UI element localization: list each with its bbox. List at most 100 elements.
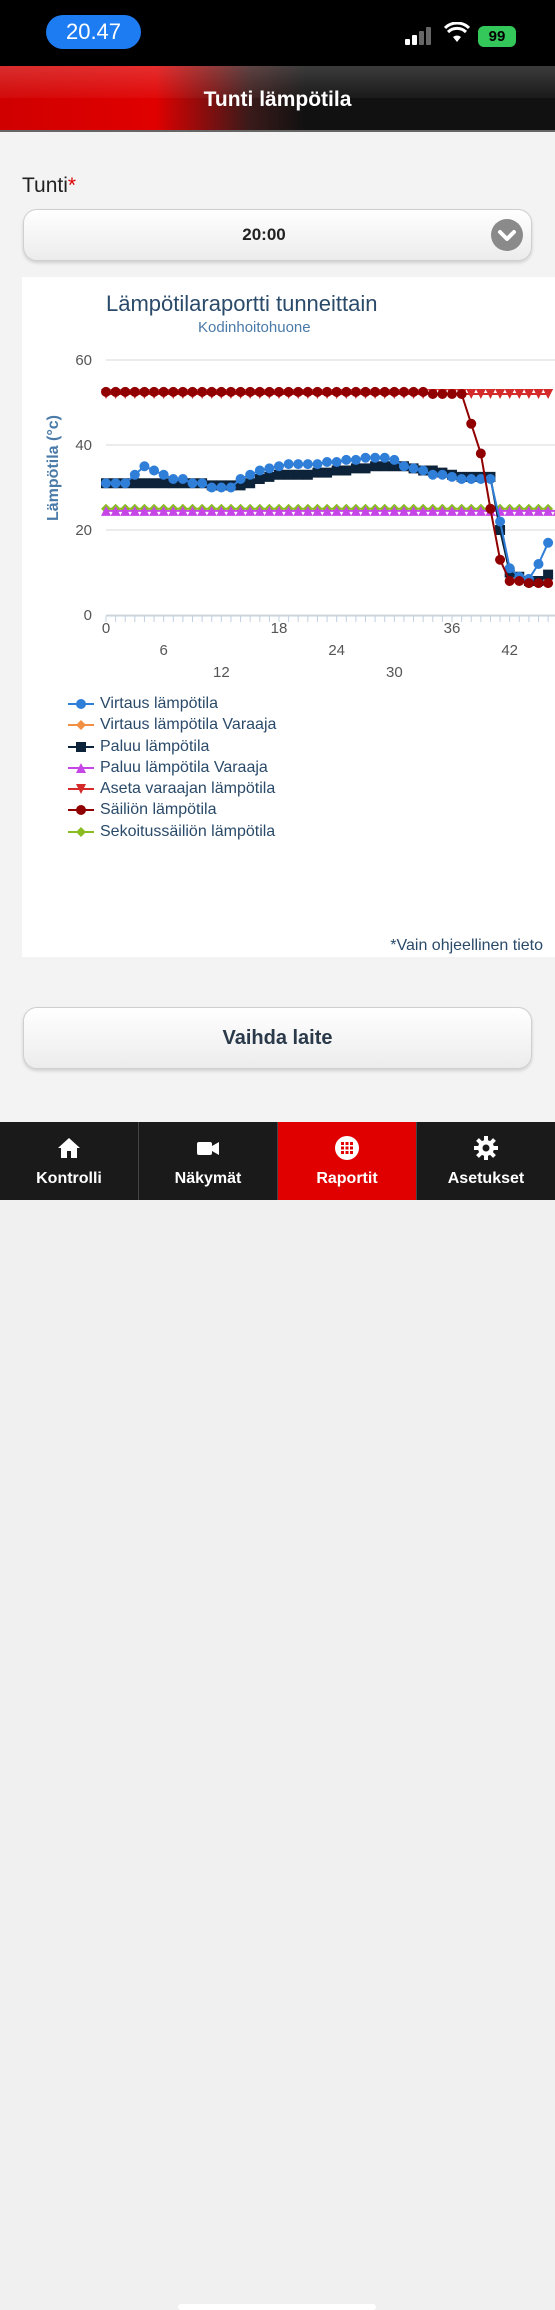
y-tick-label: 60: [75, 352, 92, 369]
legend-label: Virtaus lämpötila Varaaja: [100, 716, 277, 734]
data-point: [312, 386, 323, 397]
legend-label: Paluu lämpötila Varaaja: [100, 758, 268, 776]
data-point: [485, 474, 496, 484]
data-point: [475, 505, 486, 516]
legend-item[interactable]: Aseta varaajan lämpötila: [68, 778, 276, 799]
hour-select-value: 20:00: [242, 225, 286, 244]
data-point: [312, 505, 323, 516]
data-point: [302, 459, 313, 470]
data-point: [245, 478, 256, 489]
data-point: [264, 386, 275, 397]
legend-symbol: [68, 720, 94, 731]
data-point: [283, 505, 294, 516]
data-point: [543, 578, 554, 589]
chart-plot: 0204060061218243036424854: [75, 352, 555, 677]
data-point: [418, 465, 429, 476]
legend-item[interactable]: Sekoitussäiliön lämpötila: [68, 821, 276, 842]
data-point: [293, 505, 304, 516]
data-point: [418, 505, 429, 516]
data-point: [187, 386, 198, 397]
data-point: [101, 386, 111, 397]
disclaimer: *Vain ohjeellinen tieto: [390, 937, 543, 954]
data-point: [389, 461, 400, 472]
data-point: [168, 474, 179, 484]
data-point: [187, 478, 198, 489]
tab-asetukset[interactable]: Asetukset: [417, 1122, 555, 1200]
data-point: [197, 505, 208, 516]
data-point: [235, 480, 246, 491]
data-point: [398, 505, 409, 516]
data-point: [523, 389, 534, 399]
data-point: [197, 478, 208, 489]
status-time: 20.47: [46, 15, 141, 49]
data-point: [543, 537, 554, 548]
legend-symbol: [68, 699, 94, 709]
data-point: [360, 505, 371, 516]
app-header: Tunti lämpötila: [0, 66, 555, 132]
legend-item[interactable]: Virtaus lämpötila: [68, 693, 276, 714]
data-point: [129, 478, 140, 489]
data-point: [312, 459, 323, 470]
change-device-button[interactable]: Vaihda laite: [23, 1007, 532, 1069]
data-point: [302, 469, 313, 480]
data-point: [466, 389, 477, 399]
data-point: [225, 386, 236, 397]
tab-label: Asetukset: [447, 1170, 525, 1187]
data-point: [418, 386, 429, 397]
data-point: [523, 505, 534, 516]
data-point: [101, 505, 111, 516]
data-point: [274, 386, 284, 397]
legend-symbol: [68, 741, 94, 752]
main-content: Tunti* 20:00 Lämpötilaraportti tunneitta…: [0, 132, 555, 1122]
data-point: [283, 386, 294, 397]
legend-item[interactable]: Säiliön lämpötila: [68, 799, 276, 820]
data-point: [254, 465, 265, 476]
data-point: [168, 505, 179, 516]
data-point: [398, 386, 409, 397]
data-point: [283, 469, 294, 480]
legend-symbol: [68, 762, 94, 773]
x-tick-label: 18: [271, 620, 288, 637]
data-point: [331, 386, 342, 397]
data-point: [197, 386, 208, 397]
data-point: [360, 452, 371, 463]
camera-icon: [197, 1142, 219, 1155]
tab-raportit[interactable]: Raportit: [278, 1122, 417, 1200]
home-icon: [58, 1138, 80, 1158]
x-tick-label: 24: [328, 642, 345, 659]
data-point: [331, 457, 342, 467]
y-tick-label: 40: [75, 437, 92, 454]
tab-kontrolli[interactable]: Kontrolli: [0, 1122, 139, 1200]
legend-symbol: [68, 805, 94, 816]
y-tick-label: 0: [84, 607, 92, 624]
data-point: [158, 478, 169, 489]
wifi-icon: [444, 22, 470, 42]
cellular-signal-icon: [405, 27, 435, 45]
data-point: [322, 505, 333, 516]
chevron-down-icon[interactable]: [491, 219, 523, 251]
data-point: [120, 478, 131, 489]
hour-select[interactable]: 20:00: [23, 209, 532, 261]
data-point: [552, 511, 555, 516]
x-tick-label: 42: [501, 642, 518, 659]
data-point: [370, 461, 381, 472]
hour-label: Tunti*: [22, 174, 76, 198]
chart-card: Lämpötilaraportti tunneittain Kodinhoito…: [22, 277, 555, 957]
x-tick-label: 36: [444, 620, 461, 637]
data-point: [206, 505, 217, 516]
legend-item[interactable]: Paluu lämpötila: [68, 736, 276, 757]
data-point: [427, 505, 438, 516]
data-point: [543, 389, 554, 399]
data-point: [360, 386, 371, 397]
data-point: [139, 386, 150, 397]
legend-label: Paluu lämpötila: [100, 737, 210, 755]
x-tick-label: 6: [159, 642, 167, 659]
data-point: [350, 454, 361, 465]
tab-nakymat[interactable]: Näkymät: [139, 1122, 278, 1200]
data-point: [312, 467, 323, 478]
gear-icon: [474, 1136, 498, 1160]
data-point: [398, 461, 409, 472]
legend-item[interactable]: Virtaus lämpötila Varaaja: [68, 714, 276, 735]
legend-item[interactable]: Paluu lämpötila Varaaja: [68, 757, 276, 778]
data-point: [379, 461, 390, 472]
